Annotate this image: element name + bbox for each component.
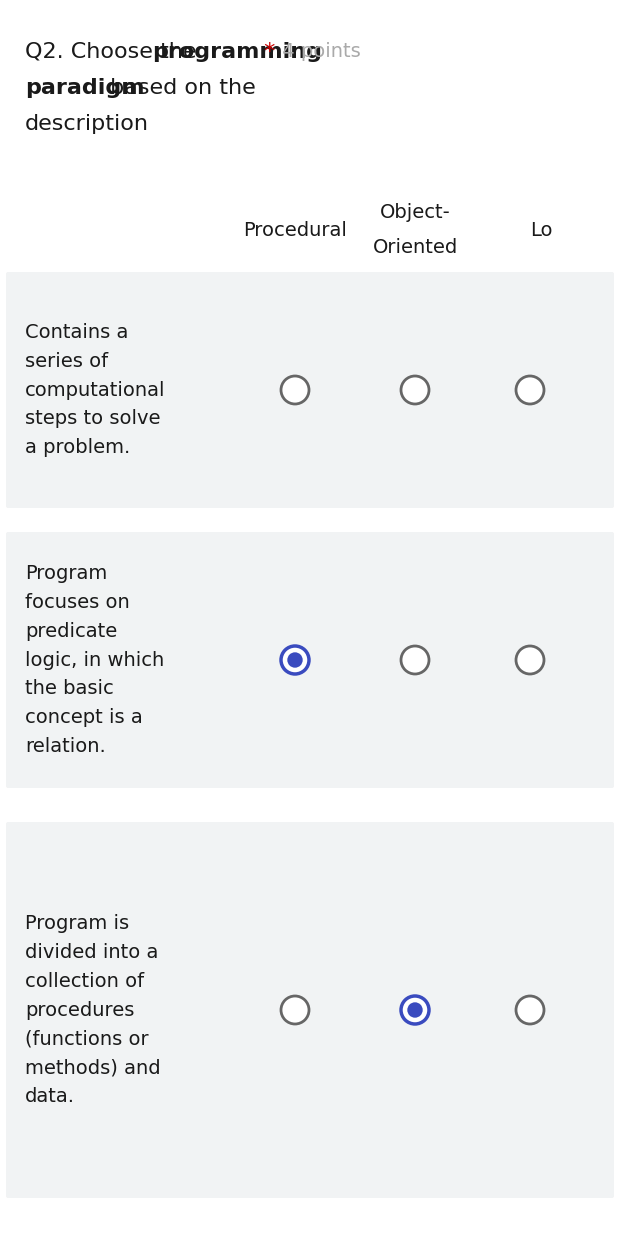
Text: Procedural: Procedural: [243, 221, 347, 239]
Text: Q2. Choose the: Q2. Choose the: [25, 42, 203, 62]
Circle shape: [281, 996, 309, 1024]
FancyBboxPatch shape: [6, 272, 614, 508]
Circle shape: [516, 996, 544, 1024]
Text: paradigm: paradigm: [25, 78, 144, 98]
Circle shape: [516, 376, 544, 404]
Text: description: description: [25, 113, 149, 135]
Text: Contains a
series of
computational
steps to solve
a problem.: Contains a series of computational steps…: [25, 323, 166, 457]
Circle shape: [401, 645, 429, 674]
Text: programming: programming: [153, 42, 322, 62]
Text: Object-: Object-: [379, 203, 450, 222]
Circle shape: [281, 645, 309, 674]
Text: *: *: [257, 42, 283, 62]
Circle shape: [516, 645, 544, 674]
Text: Oriented: Oriented: [373, 238, 458, 257]
Circle shape: [281, 376, 309, 404]
Text: 4 points: 4 points: [277, 42, 361, 61]
Text: based on the: based on the: [104, 78, 256, 98]
Text: Program is
divided into a
collection of
procedures
(functions or
methods) and
da: Program is divided into a collection of …: [25, 915, 161, 1105]
FancyBboxPatch shape: [6, 532, 614, 787]
Text: Program
focuses on
predicate
logic, in which
the basic
concept is a
relation.: Program focuses on predicate logic, in w…: [25, 564, 164, 756]
Text: Lo: Lo: [530, 221, 552, 239]
Circle shape: [401, 996, 429, 1024]
Circle shape: [401, 376, 429, 404]
Circle shape: [407, 1002, 423, 1018]
Circle shape: [287, 653, 303, 668]
FancyBboxPatch shape: [6, 822, 614, 1197]
